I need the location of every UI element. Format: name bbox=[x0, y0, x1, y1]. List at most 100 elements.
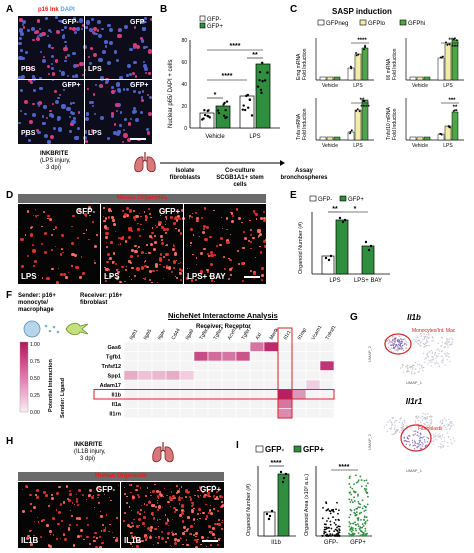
organoid-dot bbox=[264, 239, 266, 242]
nucleus-dot bbox=[127, 138, 132, 142]
umap-point bbox=[431, 340, 433, 342]
panel-d-header-bar: Mouse Organoids bbox=[18, 194, 266, 203]
organoid-dot bbox=[51, 249, 53, 252]
c-point bbox=[356, 108, 359, 111]
nucleus-dot bbox=[143, 64, 148, 69]
umap-point bbox=[390, 422, 393, 424]
organoid-dot bbox=[48, 218, 52, 222]
nucleus-dot bbox=[148, 96, 152, 100]
nucleus-dot bbox=[140, 96, 144, 99]
organoid-dot bbox=[105, 236, 108, 240]
organoid-dot bbox=[108, 496, 111, 498]
f-ligand-label: Il1b bbox=[112, 393, 122, 399]
umap-point bbox=[408, 441, 410, 443]
b-sig-3: **** bbox=[222, 73, 233, 80]
i-legend-minus-swatch bbox=[255, 445, 264, 453]
umap-point bbox=[431, 359, 433, 361]
nucleus-dot bbox=[18, 55, 23, 61]
organoid-dot bbox=[199, 235, 201, 237]
organoid-dot bbox=[227, 277, 230, 281]
organoid-dot bbox=[166, 532, 170, 536]
organoid-dot bbox=[226, 241, 230, 245]
legend-gfp-minus: GFP- bbox=[207, 17, 221, 23]
umap-point bbox=[422, 369, 424, 372]
organoid-dot bbox=[212, 494, 215, 497]
f-cell-empty bbox=[193, 341, 209, 352]
organoid-dot bbox=[100, 515, 103, 518]
i-right-point-plus bbox=[366, 503, 369, 506]
organoid-dot bbox=[262, 211, 266, 214]
umap-point bbox=[418, 370, 420, 373]
nucleus-dot bbox=[89, 101, 93, 104]
nucleus-dot bbox=[94, 83, 98, 87]
umap-point bbox=[447, 425, 449, 427]
c-ylabel: Emg mRNA bbox=[296, 53, 302, 80]
nucleus-dot bbox=[29, 81, 33, 85]
organoid-dot bbox=[62, 501, 66, 504]
i-right-point-minus bbox=[337, 532, 339, 534]
f-cell-empty bbox=[305, 370, 321, 381]
nucleus-dot bbox=[86, 87, 90, 91]
umap-point bbox=[441, 341, 444, 344]
organoid-dot bbox=[173, 222, 176, 225]
umap-point bbox=[418, 340, 421, 342]
umap-point bbox=[441, 422, 444, 425]
organoid-dot bbox=[181, 517, 184, 519]
i-right-point-plus bbox=[355, 529, 358, 532]
nucleus-dot bbox=[27, 138, 32, 142]
i-right-point-plus bbox=[352, 533, 355, 535]
organoid-dot bbox=[71, 515, 74, 517]
e-sig-2: * bbox=[354, 206, 357, 213]
c-bar-vehicle bbox=[423, 76, 431, 81]
f-cell-empty bbox=[249, 351, 265, 362]
f-cell bbox=[221, 351, 237, 362]
tile-a3-cond: PBS bbox=[21, 130, 36, 137]
umap-point bbox=[441, 350, 444, 352]
umap-point bbox=[400, 340, 402, 343]
organoid-dot bbox=[200, 494, 202, 497]
c-x-vehicle: Vehicle bbox=[322, 143, 338, 149]
organoid-dot bbox=[165, 266, 168, 269]
organoid-dot bbox=[135, 215, 139, 219]
organoid-dot bbox=[123, 486, 125, 489]
c-point bbox=[364, 45, 366, 48]
f-cell-empty bbox=[305, 389, 321, 400]
organoid-dot bbox=[88, 238, 90, 241]
organoid-dot bbox=[210, 504, 212, 506]
f-cell-empty bbox=[137, 360, 153, 371]
e-ylabel: Organoid Number (#) bbox=[298, 222, 304, 274]
organoid-dot bbox=[29, 510, 32, 513]
nucleus-dot bbox=[46, 116, 49, 120]
organoid-dot bbox=[130, 532, 133, 535]
organoid-dot bbox=[213, 522, 217, 526]
e-points bbox=[324, 216, 373, 262]
umap-point bbox=[437, 348, 440, 350]
i-right-point-plus bbox=[353, 500, 356, 502]
nucleus-dot bbox=[60, 71, 66, 76]
umap-point bbox=[425, 417, 427, 419]
nucleus-dot bbox=[123, 88, 126, 91]
organoid-dot bbox=[37, 275, 39, 277]
b-ytick-40: 40 bbox=[181, 82, 187, 88]
organoid-dot bbox=[70, 241, 75, 246]
nucleus-dot bbox=[31, 27, 35, 31]
i-right-ylabel: Organoid Area (x10³ a.u.) bbox=[304, 474, 310, 536]
nucleus-dot bbox=[49, 113, 53, 117]
f-cell-empty bbox=[291, 408, 307, 419]
organoid-dot bbox=[85, 516, 88, 519]
c-point bbox=[355, 54, 358, 57]
i-right-point-plus bbox=[366, 482, 369, 485]
nucleus-dot bbox=[19, 89, 23, 93]
nucleus-dot bbox=[22, 26, 26, 29]
f-cell-empty bbox=[291, 341, 307, 352]
nucleus-dot bbox=[45, 16, 48, 20]
f-cell-empty bbox=[263, 360, 279, 371]
c-bar-lps bbox=[354, 109, 362, 141]
organoid-dot bbox=[188, 491, 190, 493]
organoid-dot bbox=[204, 207, 207, 210]
nucleus-dot bbox=[77, 111, 81, 114]
c-sig: * bbox=[364, 45, 367, 51]
i-right-point-plus bbox=[349, 529, 351, 531]
organoid-dot bbox=[150, 243, 154, 247]
f-cell-empty bbox=[193, 379, 209, 390]
